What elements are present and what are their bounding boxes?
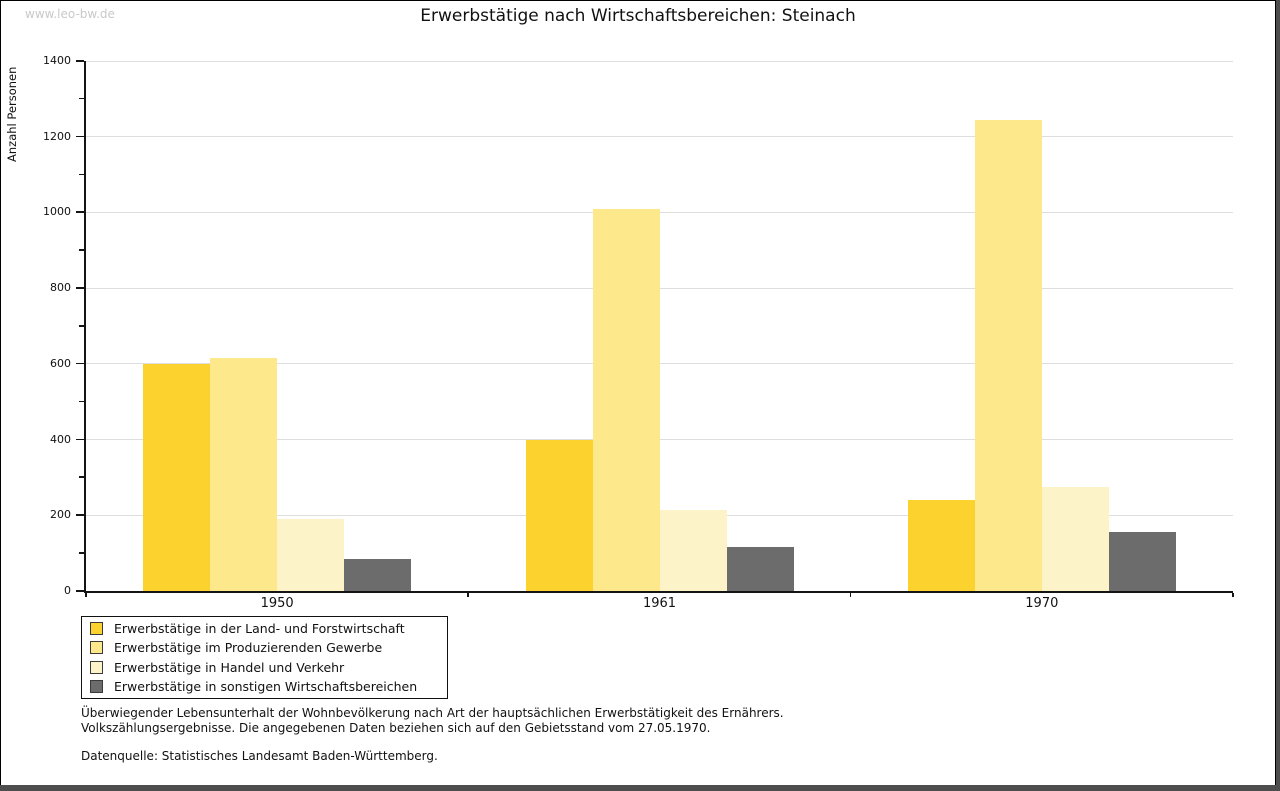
y-axis-tick: [76, 211, 84, 213]
y-gridline: [86, 211, 1233, 213]
y-axis-tick: [76, 287, 84, 289]
bar-1950-series-4: [344, 558, 412, 591]
legend-label: Erwerbstätige im Produzierenden Gewerbe: [114, 640, 383, 656]
x-axis-category-label: 1950: [260, 596, 294, 611]
bar-1970-series-2: [974, 119, 1042, 591]
y-axis-tick: [76, 60, 84, 62]
legend-label: Erwerbstätige in Handel und Verkehr: [114, 659, 345, 675]
y-axis-tick-label: 800: [50, 281, 71, 295]
watermark: www.leo-bw.de: [25, 7, 115, 21]
y-axis-minor-tick: [79, 476, 84, 478]
legend-swatch: [90, 680, 103, 694]
y-axis-minor-tick: [79, 400, 84, 403]
bar-1970-series-4: [1108, 532, 1176, 591]
plot-area: 0 200 400 600 800 1000 1200 1400 1950 1961 1970: [43, 54, 1234, 611]
bar-1961-series-4: [726, 547, 794, 591]
x-axis-tick: [467, 593, 469, 597]
y-axis-minor-tick: [79, 97, 84, 100]
data-source-text: Datenquelle: Statistisches Landesamt Bad…: [81, 749, 438, 763]
window-shadow-bottom: [0, 785, 1280, 791]
legend-box: Erwerbstätige in der Land- und Forstwirt…: [81, 616, 448, 699]
y-axis-tick-label: 400: [50, 432, 71, 446]
y-axis-tick: [76, 362, 84, 365]
y-axis-minor-tick: [79, 249, 84, 251]
y-gridline: [86, 60, 1233, 62]
chart-title: Erwerbstätige nach Wirtschaftsbereichen:…: [420, 6, 856, 26]
bar-1961-series-1: [525, 439, 593, 591]
y-axis-minor-tick: [79, 552, 84, 554]
footnote-line-1: Überwiegender Lebensunterhalt der Wohnbe…: [81, 706, 784, 720]
bar-1950-series-2: [210, 358, 278, 591]
x-axis-category-label: 1970: [1025, 596, 1059, 611]
y-axis-minor-tick: [79, 325, 84, 327]
bar-1950-series-3: [277, 519, 345, 591]
y-axis-tick: [76, 590, 84, 592]
y-axis-tick-label: 1400: [43, 54, 71, 67]
x-axis-tick: [1232, 593, 1234, 597]
y-axis-tick: [76, 514, 84, 516]
y-gridline: [86, 287, 1233, 289]
legend-label: Erwerbstätige in der Land- und Forstwirt…: [114, 620, 405, 636]
bar-1970-series-3: [1041, 486, 1109, 591]
legend-item-4: Erwerbstätige in sonstigen Wirtschaftsbe…: [90, 677, 447, 697]
bar-1961-series-2: [592, 208, 660, 591]
y-axis-tick: [76, 135, 84, 138]
legend-item-1: Erwerbstätige in der Land- und Forstwirt…: [90, 619, 447, 639]
legend-swatch: [90, 641, 103, 655]
y-axis-tick-label: 600: [50, 356, 71, 370]
y-gridline: [86, 136, 1233, 138]
legend-item-3: Erwerbstätige in Handel und Verkehr: [90, 658, 447, 678]
footnote-line-2: Volkszählungsergebnisse. Die angegebenen…: [81, 720, 711, 735]
x-axis-tick: [85, 593, 87, 597]
y-axis-tick-label: 1200: [43, 129, 71, 143]
window-shadow-right: [1276, 0, 1280, 791]
x-axis-category-label: 1961: [642, 596, 677, 611]
y-gridline: [86, 363, 1233, 365]
x-axis-tick: [849, 593, 852, 597]
y-axis-tick-label: 1000: [43, 205, 71, 219]
y-gridline: [86, 439, 1233, 441]
bar-1950-series-1: [143, 363, 211, 591]
y-axis-minor-tick: [79, 173, 84, 176]
legend-label: Erwerbstätige in sonstigen Wirtschaftsbe…: [114, 679, 418, 695]
y-axis-tick-label: 0: [64, 584, 71, 597]
legend-item-2: Erwerbstätige im Produzierenden Gewerbe: [90, 638, 447, 658]
footnote-text: Überwiegender Lebensunterhalt der Wohnbe…: [81, 706, 1181, 735]
y-axis-title: Anzahl Personen: [5, 66, 19, 162]
y-axis-tick-label: 200: [50, 508, 71, 522]
bar-1970-series-1: [907, 500, 975, 591]
legend-swatch: [90, 621, 103, 635]
legend-swatch: [90, 660, 103, 674]
bar-1961-series-3: [659, 509, 727, 591]
y-axis-tick: [76, 438, 84, 441]
